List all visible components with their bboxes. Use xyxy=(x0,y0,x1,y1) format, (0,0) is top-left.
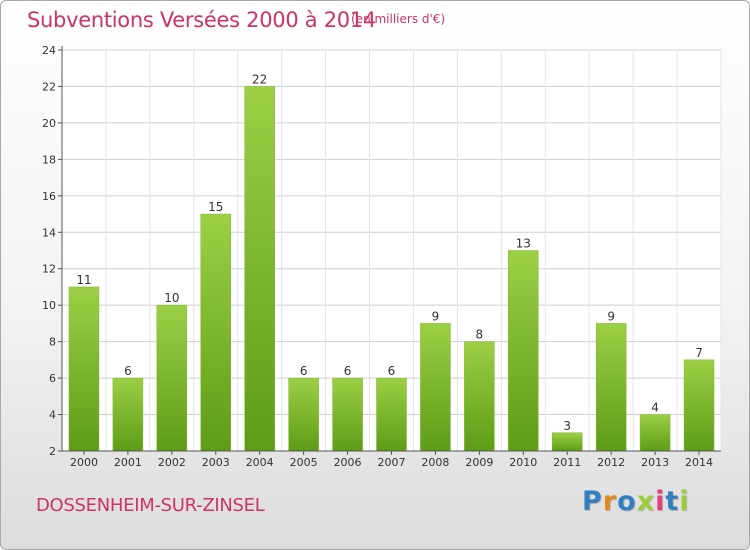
bar xyxy=(508,250,539,452)
bar xyxy=(200,213,232,452)
y-tick-label: 6 xyxy=(49,372,56,385)
x-tick-label: 2002 xyxy=(158,456,186,469)
x-tick-label: 2004 xyxy=(246,456,274,469)
logo-letter: P xyxy=(582,486,603,517)
x-tick-label: 2011 xyxy=(553,456,581,469)
y-tick-label: 14 xyxy=(42,226,56,239)
bar xyxy=(332,377,363,452)
x-tick-label: 2005 xyxy=(290,456,318,469)
data-label: 6 xyxy=(300,364,308,378)
bar xyxy=(112,377,144,452)
x-tick-label: 2007 xyxy=(378,456,406,469)
bar xyxy=(551,432,583,452)
data-label: 4 xyxy=(651,401,659,415)
x-tick-label: 2013 xyxy=(641,456,669,469)
data-label: 6 xyxy=(124,364,132,378)
data-label: 6 xyxy=(388,364,396,378)
bar xyxy=(639,414,671,452)
x-tick-label: 2001 xyxy=(114,456,142,469)
y-tick-label: 2 xyxy=(49,445,56,458)
x-tick-label: 2010 xyxy=(509,456,537,469)
x-tick-label: 2009 xyxy=(465,456,493,469)
data-label: 10 xyxy=(164,291,179,305)
logo-letter: o xyxy=(617,486,637,517)
data-label: 9 xyxy=(432,309,440,323)
y-tick-label: 8 xyxy=(49,336,56,349)
bar xyxy=(376,377,407,452)
bar xyxy=(288,377,319,452)
chart-subtitle: (en milliers d'€) xyxy=(351,12,446,26)
bar xyxy=(244,86,275,452)
y-tick-label: 24 xyxy=(42,44,56,57)
x-tick-label: 2012 xyxy=(597,456,625,469)
logo-letter: i xyxy=(679,486,690,517)
x-tick-label: 2014 xyxy=(685,456,713,469)
x-tick-label: 2000 xyxy=(70,456,98,469)
y-tick-label: 18 xyxy=(42,153,56,166)
data-label: 11 xyxy=(76,273,91,287)
x-tick-label: 2006 xyxy=(334,456,362,469)
data-label: 6 xyxy=(344,364,352,378)
data-label: 8 xyxy=(476,328,484,342)
y-tick-label: 4 xyxy=(49,409,56,422)
logo-letter: x xyxy=(636,486,656,517)
y-tick-label: 10 xyxy=(42,299,56,312)
bar xyxy=(595,323,627,452)
data-label: 22 xyxy=(252,72,267,86)
bar xyxy=(156,304,188,452)
data-label: 13 xyxy=(516,237,531,251)
x-tick-label: 2003 xyxy=(202,456,230,469)
x-tick-label: 2008 xyxy=(421,456,449,469)
data-label: 15 xyxy=(208,200,223,214)
data-label: 9 xyxy=(607,309,615,323)
bar xyxy=(420,323,451,452)
bar xyxy=(464,341,495,452)
proxiti-logo: Proxiti xyxy=(582,486,690,517)
bar xyxy=(68,286,100,452)
logo-letter: i xyxy=(655,486,666,517)
chart-title: Subventions Versées 2000 à 2014 xyxy=(27,8,376,32)
y-tick-label: 12 xyxy=(42,263,56,276)
commune-name: DOSSENHEIM-SUR-ZINSEL xyxy=(36,495,265,516)
y-tick-label: 16 xyxy=(42,190,56,203)
logo-letter: r xyxy=(602,486,618,517)
data-label: 7 xyxy=(695,346,703,360)
bar xyxy=(683,359,715,452)
logo-letter: t xyxy=(665,486,680,517)
y-tick-label: 22 xyxy=(42,80,56,93)
data-label: 3 xyxy=(563,419,571,433)
y-tick-label: 20 xyxy=(42,117,56,130)
